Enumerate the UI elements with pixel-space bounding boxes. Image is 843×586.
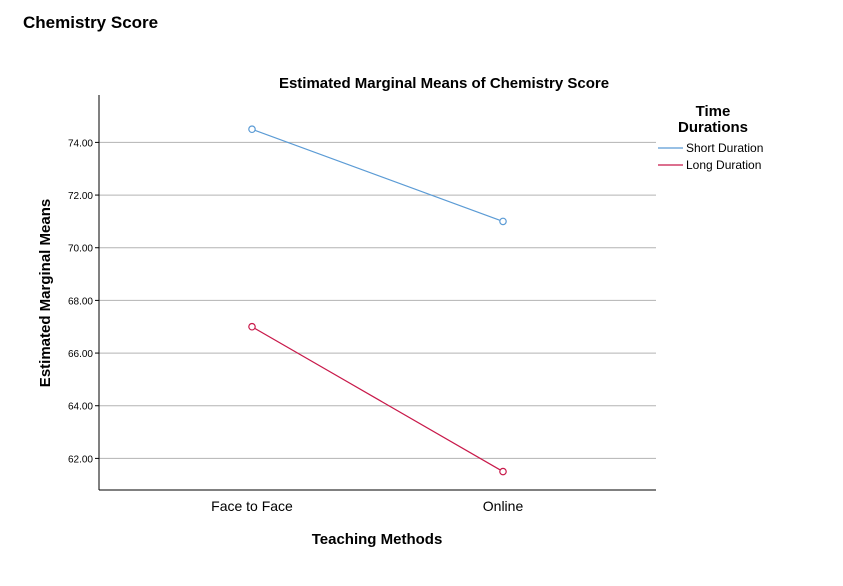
data-point	[248, 125, 256, 134]
series-line	[251, 128, 504, 222]
legend-label: Short Duration	[686, 141, 763, 155]
y-tick-label: 64.00	[68, 402, 93, 413]
y-tick-label: 68.00	[68, 296, 93, 307]
y-axis-title: Estimated Marginal Means	[37, 199, 54, 387]
axes	[98, 95, 656, 491]
series-lines	[248, 125, 507, 476]
legend-title: Durations	[678, 119, 748, 136]
x-category-label: Online	[483, 498, 524, 514]
legend-label: Long Duration	[686, 158, 761, 172]
y-tick-label: 72.00	[68, 191, 93, 202]
y-tick-label: 74.00	[68, 138, 93, 149]
y-tick-label: 70.00	[68, 244, 93, 255]
y-tick-label: 62.00	[68, 454, 93, 465]
gridlines	[95, 141, 656, 459]
y-tick-label: 66.00	[68, 349, 93, 360]
data-point	[248, 322, 256, 331]
x-category-label: Face to Face	[211, 498, 293, 514]
chart-title: Estimated Marginal Means of Chemistry Sc…	[279, 75, 609, 92]
legend-title: Time	[696, 103, 731, 120]
data-point	[499, 217, 507, 226]
x-category-labels: Face to Face Online	[211, 498, 523, 514]
data-point	[499, 467, 507, 476]
y-tick-labels: 62.00 64.00 66.00 68.00 70.00 72.00 74.00	[68, 138, 93, 465]
page-title: Chemistry Score	[23, 13, 159, 32]
series-line	[251, 326, 504, 473]
x-axis-title: Teaching Methods	[312, 531, 443, 548]
